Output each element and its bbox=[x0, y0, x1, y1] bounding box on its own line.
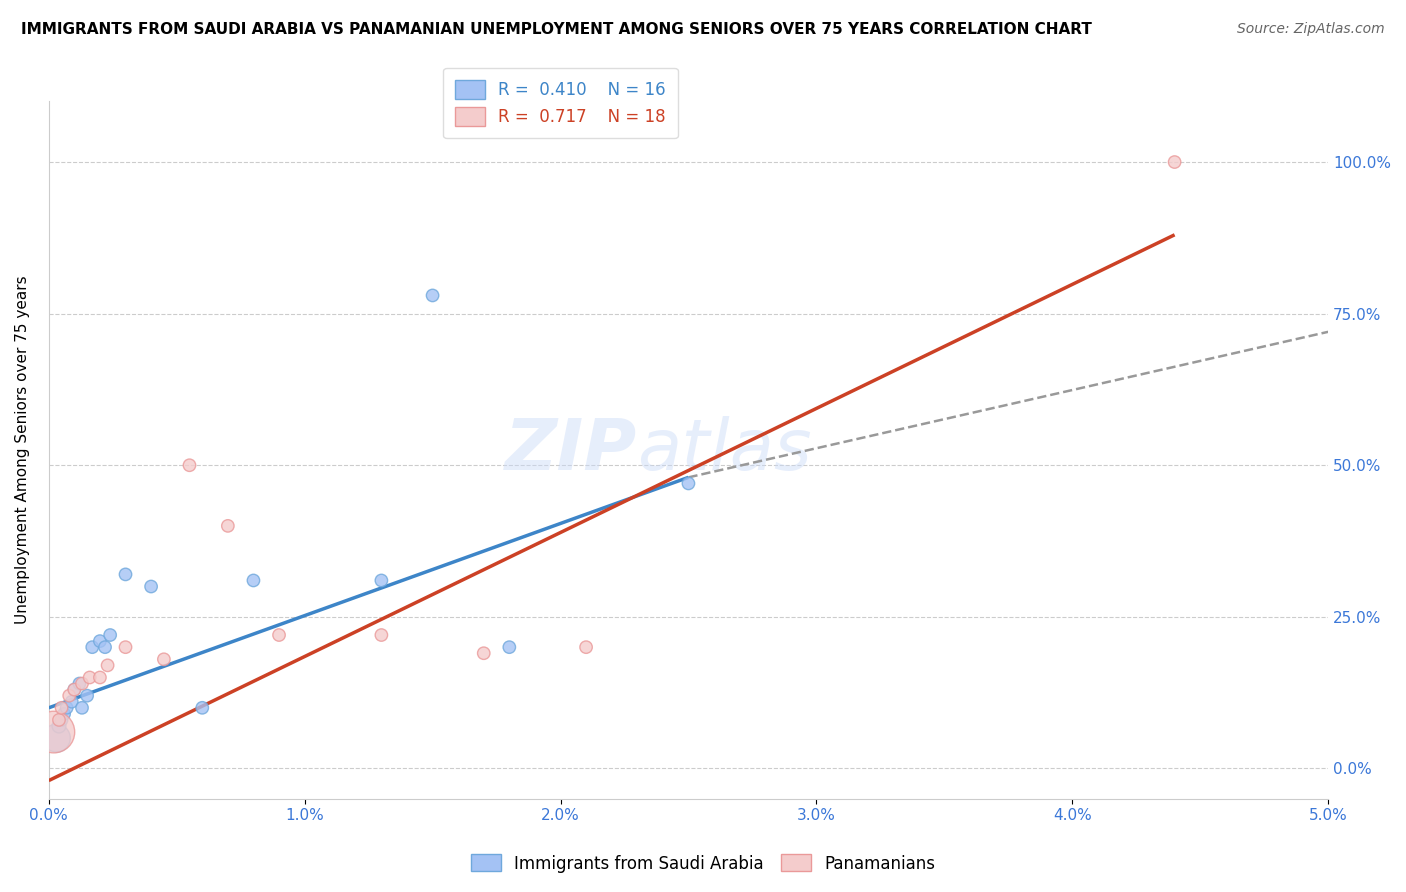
Point bbox=[498, 640, 520, 655]
Point bbox=[94, 640, 117, 655]
Point bbox=[153, 652, 176, 666]
Point bbox=[82, 640, 104, 655]
Point bbox=[63, 682, 86, 697]
Text: atlas: atlas bbox=[637, 416, 811, 484]
Legend: R =  0.410    N = 16, R =  0.717    N = 18: R = 0.410 N = 16, R = 0.717 N = 18 bbox=[443, 68, 678, 138]
Text: IMMIGRANTS FROM SAUDI ARABIA VS PANAMANIAN UNEMPLOYMENT AMONG SENIORS OVER 75 YE: IMMIGRANTS FROM SAUDI ARABIA VS PANAMANI… bbox=[21, 22, 1092, 37]
Point bbox=[98, 628, 121, 642]
Point bbox=[575, 640, 598, 655]
Point bbox=[217, 519, 239, 533]
Legend: Immigrants from Saudi Arabia, Panamanians: Immigrants from Saudi Arabia, Panamanian… bbox=[464, 847, 942, 880]
Point bbox=[97, 658, 120, 673]
Point bbox=[63, 682, 86, 697]
Point bbox=[114, 567, 136, 582]
Point bbox=[472, 646, 495, 660]
Text: ZIP: ZIP bbox=[505, 416, 637, 484]
Point bbox=[53, 706, 76, 721]
Point bbox=[267, 628, 290, 642]
Text: Source: ZipAtlas.com: Source: ZipAtlas.com bbox=[1237, 22, 1385, 37]
Point bbox=[70, 676, 93, 690]
Point bbox=[76, 689, 98, 703]
Point bbox=[69, 676, 91, 690]
Point bbox=[48, 719, 70, 733]
Point bbox=[370, 574, 392, 588]
Point bbox=[422, 288, 444, 302]
Point bbox=[114, 640, 136, 655]
Point bbox=[191, 700, 214, 714]
Point bbox=[89, 671, 111, 685]
Point bbox=[1163, 155, 1185, 169]
Point bbox=[55, 700, 77, 714]
Point bbox=[678, 476, 700, 491]
Point bbox=[139, 580, 162, 594]
Point bbox=[51, 700, 73, 714]
Point bbox=[60, 695, 83, 709]
Point bbox=[79, 671, 101, 685]
Point bbox=[51, 713, 73, 727]
Point bbox=[45, 731, 67, 745]
Point bbox=[58, 689, 80, 703]
Point bbox=[42, 725, 65, 739]
Point bbox=[179, 458, 201, 473]
Point bbox=[70, 700, 93, 714]
Point bbox=[242, 574, 264, 588]
Point bbox=[370, 628, 392, 642]
Point bbox=[48, 713, 70, 727]
Point bbox=[89, 634, 111, 648]
Y-axis label: Unemployment Among Seniors over 75 years: Unemployment Among Seniors over 75 years bbox=[15, 276, 30, 624]
